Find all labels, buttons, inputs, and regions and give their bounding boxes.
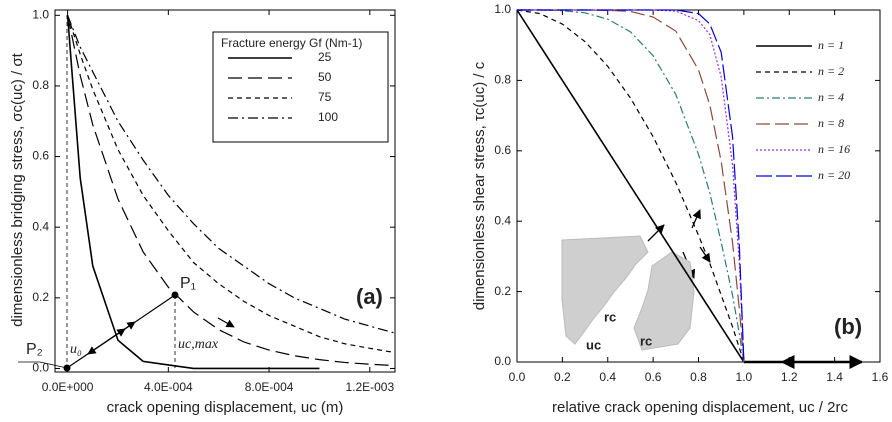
y-tick-label: 0.8 [32,78,49,92]
x-axis-title: crack opening displacement, uc (m) [107,399,344,416]
y-tick-label: 0.4 [32,219,49,233]
legend-label: n = 20 [818,168,850,182]
y-tick-label: 0.6 [32,149,49,163]
x-tick-label: 1.4 [826,370,843,384]
x-tick-label: 0.0E+000 [42,380,94,394]
x-tick-label: 0.4 [599,370,616,384]
annotation: uc [586,337,601,352]
y-axis-title: dimensionless shear stress, τc(uc) / c [471,61,488,310]
y-tick-label: 0.2 [494,284,511,298]
legend-label: 75 [318,90,332,104]
series-line [517,9,745,363]
x-tick-label: 4.0E-004 [144,380,193,394]
y-tick-label: 0.0 [494,354,511,368]
panel-b-decoration [561,209,864,369]
legend-frame [212,31,389,143]
y-tick-label: 0.8 [494,73,511,87]
series-line [67,15,396,354]
plot-frame [54,9,396,373]
y-axis-title: dimensionless bridging stress, σc(uc) / … [9,52,26,326]
annotation: rc [604,309,616,324]
series-line [516,9,745,363]
series-line [66,15,320,370]
legend-label: 25 [318,50,332,64]
annotation: P₂ [26,341,43,358]
y-tick-label: 0.4 [494,213,511,227]
series-line [517,9,745,363]
y-tick-label: 1.0 [32,7,49,21]
annotation: uc,max [178,337,219,352]
annotation: P₁ [180,275,196,292]
legend-label: n = 1 [818,38,844,52]
x-tick-label: 0.0 [509,370,526,384]
y-tick-label: 0.6 [494,143,511,157]
annotation: (a) [356,284,383,309]
annotation: u₀ [70,342,82,357]
x-tick-label: 1.6 [872,370,889,384]
x-axis-title: relative crack opening displacement, uc … [552,399,848,416]
legend-label: 100 [318,110,338,124]
legend-label: n = 16 [818,142,850,156]
x-tick-label: 0.2 [554,370,571,384]
legend-title: Fracture energy Gf (Nm-1) [221,36,362,50]
y-tick-label: 1.0 [494,2,511,16]
x-tick-label: 0.6 [645,370,662,384]
series-line [516,9,745,363]
legend-label: n = 4 [818,90,844,104]
x-tick-label: 0.8 [690,370,707,384]
y-tick-label: 0.0 [32,361,49,375]
annotation: rc [640,333,652,348]
legend-label: 50 [318,70,332,84]
y-tick-label: 0.2 [32,290,49,304]
panel-a-decoration [18,15,235,372]
series-line [67,15,396,367]
x-tick-label: 1.0 [736,370,753,384]
annotation: (b) [834,314,862,339]
legend-label: n = 2 [818,64,844,78]
legend-label: n = 8 [818,116,844,130]
x-tick-label: 1.2E-003 [345,380,394,394]
x-tick-label: 1.2 [781,370,798,384]
x-tick-label: 8.0E-004 [245,380,294,394]
series-line [67,15,396,334]
